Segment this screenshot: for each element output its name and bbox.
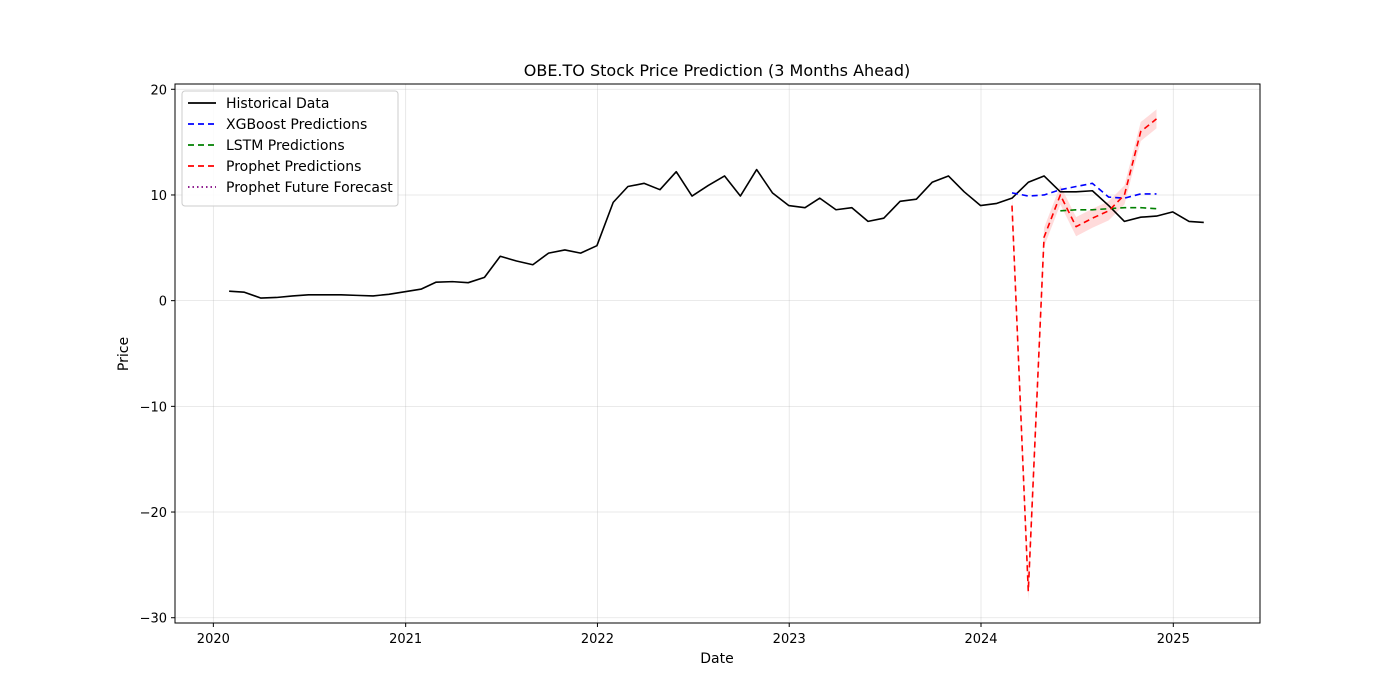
y-tick-label: 0 xyxy=(159,295,167,310)
legend: Historical Data XGBoost Predictions LSTM P… xyxy=(181,90,399,207)
legend-label-prophet-future-forecast: Prophet Future Forecast xyxy=(226,180,393,196)
y-tick-label: −30 xyxy=(140,612,167,627)
xgboost-predictions-line xyxy=(1011,182,1157,199)
confidence-bands xyxy=(1012,109,1157,601)
prophet-predictions-line xyxy=(1011,118,1157,593)
lstm-predictions-line xyxy=(1060,206,1157,212)
y-axis: 20 10 0 −10 −20 −30 xyxy=(140,83,175,627)
x-axis-title: Date xyxy=(700,651,733,667)
historical-data-line xyxy=(229,168,1204,299)
x-tick-label: 2021 xyxy=(389,632,422,647)
x-tick-label: 2024 xyxy=(964,632,997,647)
prophet-predictions-band xyxy=(1012,109,1157,601)
plot-area-frame xyxy=(174,83,1261,624)
x-tick-label: 2023 xyxy=(773,632,806,647)
chart-title: OBE.TO Stock Price Prediction (3 Months … xyxy=(524,61,910,80)
legend-label-xgboost-predictions: XGBoost Predictions xyxy=(226,117,367,133)
y-tick-label: −10 xyxy=(140,400,167,415)
x-tick-label: 2025 xyxy=(1157,632,1190,647)
series-lines xyxy=(229,118,1204,593)
y-tick-label: −20 xyxy=(140,506,167,521)
x-tick-label: 2022 xyxy=(581,632,614,647)
legend-label-prophet-predictions: Prophet Predictions xyxy=(226,159,361,175)
legend-label-lstm-predictions: LSTM Predictions xyxy=(226,138,345,154)
y-axis-title: Price xyxy=(116,337,132,371)
legend-label-historical-data: Historical Data xyxy=(226,96,329,112)
x-tick-label: 2020 xyxy=(197,632,230,647)
legend-box xyxy=(181,90,399,207)
x-axis: 2020 2021 2022 2023 2024 2025 xyxy=(197,623,1190,647)
y-tick-label: 20 xyxy=(150,83,167,98)
y-tick-label: 10 xyxy=(150,189,167,204)
